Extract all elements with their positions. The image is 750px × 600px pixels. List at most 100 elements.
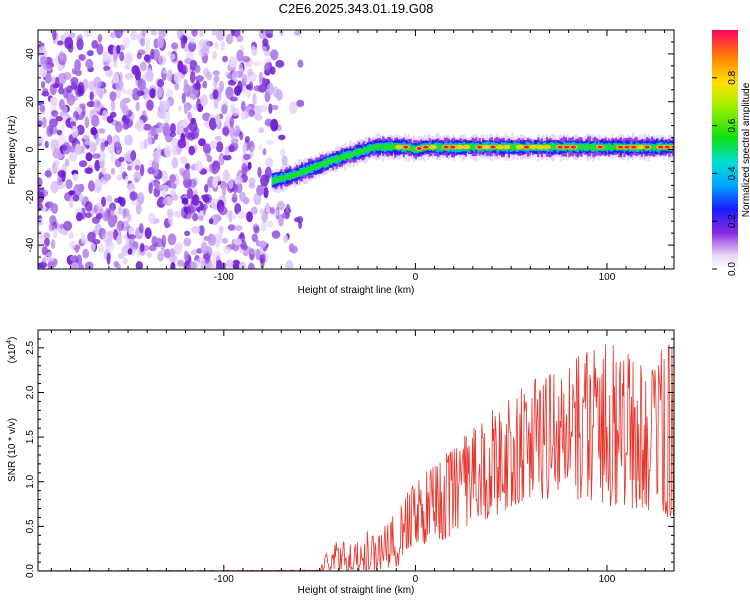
noise-blob — [264, 118, 273, 127]
x-tick-label: 0 — [413, 272, 419, 283]
noise-blob — [122, 257, 128, 265]
noise-blob — [91, 153, 101, 159]
noise-blob — [266, 33, 273, 39]
noise-blob — [194, 160, 203, 172]
noise-blob — [121, 116, 130, 125]
noise-blob — [191, 30, 198, 37]
noise-blob — [48, 223, 54, 232]
ridge-cell — [371, 144, 374, 150]
noise-blob — [139, 164, 145, 177]
ridge-peak-cell — [644, 145, 650, 149]
noise-blob — [136, 52, 142, 60]
noise-blob — [173, 72, 182, 84]
noise-blob — [78, 160, 88, 168]
noise-blob — [125, 88, 134, 96]
noise-blob — [258, 30, 268, 40]
ridge-cell — [285, 173, 288, 179]
noise-blob — [65, 179, 73, 190]
ridge-cell — [301, 168, 304, 174]
ridge-peak-cell — [416, 147, 422, 150]
ridge-peak-cell — [523, 145, 530, 149]
noise-blob — [121, 88, 126, 94]
ridge-cell — [368, 146, 371, 151]
noise-blob — [239, 131, 244, 141]
noise-blob — [161, 170, 168, 183]
noise-blob — [98, 90, 104, 100]
ridge-cell — [513, 144, 516, 151]
noise-blob — [234, 85, 242, 97]
y-tick-label: 40 — [25, 48, 36, 60]
noise-blob — [59, 99, 65, 110]
noise-blob — [149, 244, 157, 252]
noise-blob — [184, 163, 190, 170]
noise-blob — [250, 45, 255, 56]
noise-blob — [106, 195, 113, 203]
noise-blob — [259, 104, 267, 112]
noise-blob — [161, 189, 167, 197]
noise-blob — [70, 261, 79, 269]
noise-blob — [262, 38, 269, 47]
noise-blob — [162, 68, 167, 75]
noise-blob — [171, 42, 179, 50]
noise-blob — [40, 56, 47, 68]
noise-blob — [296, 99, 305, 108]
noise-blob — [74, 84, 83, 98]
ridge-cell — [378, 144, 381, 150]
noise-blob — [213, 74, 220, 84]
noise-blob — [135, 119, 145, 132]
noise-blob — [221, 185, 227, 197]
noise-blob — [212, 176, 219, 189]
noise-blob — [172, 194, 179, 201]
ridge-cell — [411, 146, 414, 152]
noise-blob — [117, 206, 123, 215]
noise-blob — [42, 257, 47, 263]
noise-blob — [93, 76, 102, 89]
noise-blob — [86, 101, 96, 108]
noise-blob — [184, 230, 191, 237]
noise-blob — [131, 88, 141, 101]
noise-blob — [138, 223, 144, 234]
noise-blob — [125, 53, 131, 66]
ridge-cell — [325, 160, 328, 167]
noise-blob — [225, 33, 234, 45]
noise-blob — [279, 148, 286, 156]
noise-blob — [150, 30, 157, 36]
noise-blob — [242, 142, 247, 156]
noise-blob — [76, 38, 84, 51]
noise-blob — [157, 36, 164, 48]
noise-blob — [183, 250, 189, 261]
noise-blob — [228, 176, 234, 190]
noise-blob — [89, 91, 94, 101]
ridge-cell — [318, 163, 321, 169]
ridge-cell — [373, 144, 376, 149]
colorbar-tick-label: 0.0 — [727, 262, 738, 276]
ridge-cell — [413, 146, 416, 152]
noise-blob — [144, 227, 152, 239]
ridge-peak-cell — [631, 145, 637, 149]
noise-blob — [262, 148, 267, 156]
noise-blob — [90, 127, 98, 136]
noise-blob — [84, 116, 90, 129]
noise-blob — [102, 173, 112, 181]
noise-blob — [229, 116, 235, 128]
noise-blob — [145, 38, 151, 51]
noise-blob — [116, 263, 121, 269]
noise-blob — [84, 139, 93, 146]
ridge-cell — [383, 143, 386, 149]
noise-blob — [139, 242, 145, 253]
noise-blob — [101, 167, 107, 175]
noise-blob — [199, 30, 204, 37]
noise-blob — [112, 45, 117, 58]
noise-blob — [86, 50, 94, 57]
ridge-cell — [585, 144, 588, 150]
ridge-hot-cell — [428, 144, 437, 150]
noise-blob — [82, 248, 90, 259]
noise-blob — [49, 261, 57, 268]
noise-blob — [191, 225, 201, 234]
ridge-hot-cell — [395, 144, 404, 150]
noise-blob — [148, 212, 155, 225]
noise-blob — [74, 244, 80, 254]
noise-blob — [166, 69, 173, 82]
noise-blob — [170, 137, 180, 148]
ridge-peak-cell — [423, 145, 429, 149]
